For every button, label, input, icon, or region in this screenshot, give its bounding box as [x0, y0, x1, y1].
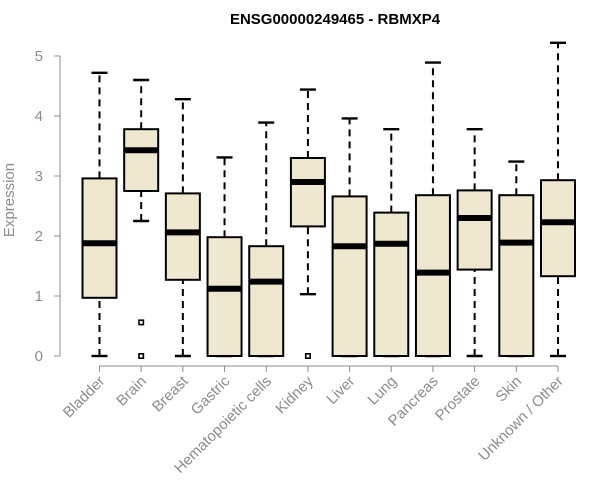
box-group	[414, 61, 451, 358]
box-group	[123, 78, 160, 359]
x-tick-label: Kidney	[272, 372, 317, 417]
boxes	[81, 41, 576, 359]
x-tick-label: Skin	[492, 373, 525, 406]
y-tick-label: 3	[35, 168, 43, 185]
iqr-box	[164, 192, 201, 281]
box-group	[456, 127, 493, 358]
box-group	[540, 41, 576, 358]
iqr-box	[248, 245, 285, 357]
iqr-box	[540, 179, 576, 278]
box-group	[81, 71, 118, 358]
x-tick-label: Breast	[149, 372, 192, 415]
axes: 0 1 2 3 4 5	[35, 48, 558, 367]
y-tick-label: 1	[35, 288, 43, 305]
box-group	[289, 88, 326, 359]
x-tick-label: Bladder	[60, 373, 109, 422]
box-group	[248, 121, 285, 358]
iqr-box	[289, 157, 326, 228]
iqr-box	[206, 236, 243, 357]
y-tick-label: 2	[35, 228, 43, 245]
box-group	[373, 127, 410, 358]
x-tick-label: Lung	[364, 373, 400, 409]
chart-title: ENSG00000249465 - RBMXP4	[230, 11, 441, 28]
iqr-box	[373, 211, 410, 357]
y-tick-label: 5	[35, 48, 43, 65]
iqr-box	[81, 177, 118, 299]
iqr-box	[456, 189, 493, 271]
y-tick-label: 0	[35, 348, 43, 365]
outlier-point	[304, 352, 311, 359]
box-group	[331, 117, 368, 358]
iqr-box	[498, 194, 535, 357]
y-axis-label: Expression	[1, 163, 18, 237]
outlier-point	[138, 352, 145, 359]
outlier-point	[138, 319, 145, 326]
x-tick-label: Liver	[323, 373, 358, 408]
iqr-box	[123, 128, 160, 192]
box-group	[206, 156, 243, 358]
box-group	[498, 160, 535, 358]
box-group	[164, 97, 201, 358]
y-tick-label: 4	[35, 108, 43, 125]
x-tick-label: Prostate	[432, 373, 484, 425]
x-tick-label: Brain	[113, 373, 150, 410]
iqr-box	[331, 195, 368, 357]
